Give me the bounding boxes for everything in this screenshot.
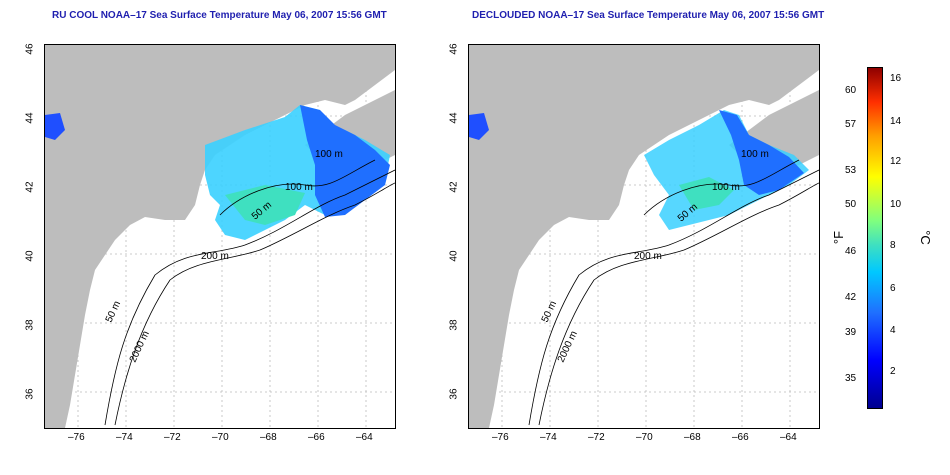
y-tick: 42 [448, 181, 460, 193]
x-tick: –66 [308, 432, 325, 443]
x-tick: –76 [492, 432, 509, 443]
colorbar-celsius-tick: 6 [890, 283, 896, 294]
right-sst-map: 100 m 100 m 50 m 200 m 50 m 2000 m [468, 44, 820, 429]
colorbar-celsius-tick: 4 [890, 325, 896, 336]
sst-patches-right [469, 110, 809, 230]
y-tick: 42 [24, 181, 36, 193]
y-tick: 46 [24, 43, 36, 55]
colorbar-fahrenheit-tick: 57 [845, 119, 857, 130]
colorbar-celsius-tick: 2 [890, 366, 896, 377]
x-tick: –68 [260, 432, 277, 443]
x-tick: –72 [164, 432, 181, 443]
colorbar-celsius-tick: 16 [890, 73, 902, 84]
temperature-colorbar [867, 67, 883, 409]
x-tick: –70 [636, 432, 653, 443]
y-tick: 40 [24, 250, 36, 262]
y-tick: 36 [24, 388, 36, 400]
colorbar-celsius-tick: 10 [890, 199, 902, 210]
colorbar-fahrenheit-tick: 50 [845, 199, 857, 210]
celsius-unit-label: °C [917, 230, 933, 245]
x-tick: –64 [780, 432, 797, 443]
x-tick: –66 [732, 432, 749, 443]
contour-label: 100 m [741, 149, 769, 160]
y-tick: 44 [24, 112, 36, 124]
y-tick: 46 [448, 43, 460, 55]
land-mass [469, 45, 819, 428]
x-tick: –68 [684, 432, 701, 443]
colorbar-fahrenheit-tick: 35 [845, 373, 857, 384]
contour-label: 100 m [315, 149, 343, 160]
left-map-title: RU COOL NOAA–17 Sea Surface Temperature … [52, 10, 387, 21]
sst-patches-left [45, 105, 390, 240]
colorbar-fahrenheit-tick: 39 [845, 327, 857, 338]
colorbar-celsius-tick: 12 [890, 156, 902, 167]
colorbar-fahrenheit-tick: 46 [845, 246, 857, 257]
y-tick: 38 [24, 319, 36, 331]
colorbar-celsius-tick: 14 [890, 116, 902, 127]
fahrenheit-unit-label: °F [831, 230, 847, 245]
contour-label: 2000 m [556, 329, 580, 364]
contour-label: 100 m [285, 182, 313, 193]
y-tick: 44 [448, 112, 460, 124]
colorbar-fahrenheit-tick: 42 [845, 292, 857, 303]
x-tick: –74 [116, 432, 133, 443]
colorbar-celsius-tick: 8 [890, 240, 896, 251]
right-map-title: DECLOUDED NOAA–17 Sea Surface Temperatur… [472, 10, 825, 21]
x-tick: –70 [212, 432, 229, 443]
x-tick: –64 [356, 432, 373, 443]
y-tick: 40 [448, 250, 460, 262]
land-mass [45, 45, 395, 428]
x-tick: –76 [68, 432, 85, 443]
contour-label: 100 m [712, 182, 740, 193]
contour-label: 2000 m [128, 329, 152, 364]
right-map-graphic: 100 m 100 m 50 m 200 m 50 m 2000 m [469, 45, 819, 428]
y-tick: 36 [448, 388, 460, 400]
colorbar-fahrenheit-tick: 60 [845, 85, 857, 96]
x-tick: –72 [588, 432, 605, 443]
contour-label: 50 m [104, 299, 123, 324]
y-tick: 38 [448, 319, 460, 331]
contour-label: 200 m [634, 251, 662, 262]
contour-label: 200 m [201, 251, 229, 262]
left-sst-map: 100 m 100 m 50 m 200 m 50 m 2000 m [44, 44, 396, 429]
left-map-graphic: 100 m 100 m 50 m 200 m 50 m 2000 m [45, 45, 395, 428]
x-tick: –74 [540, 432, 557, 443]
colorbar-fahrenheit-tick: 53 [845, 165, 857, 176]
